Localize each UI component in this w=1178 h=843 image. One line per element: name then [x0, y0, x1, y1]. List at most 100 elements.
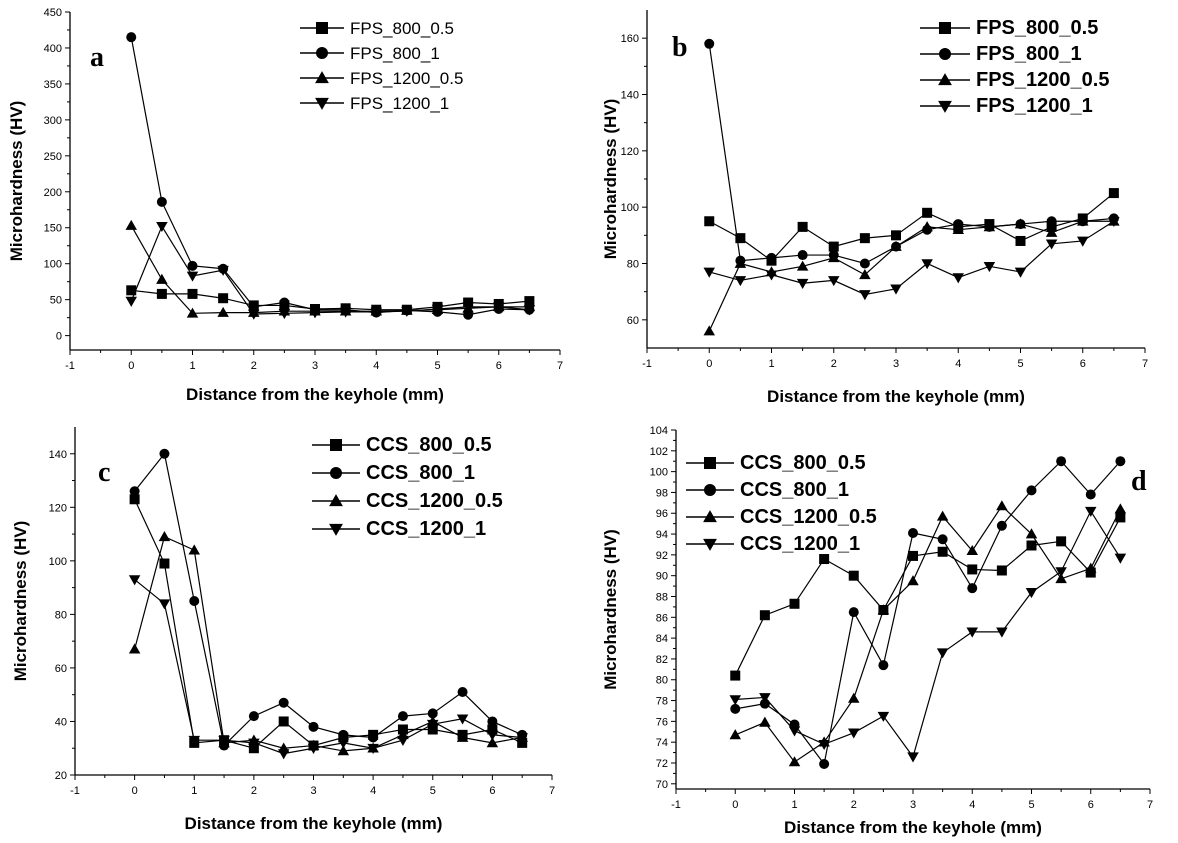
data-point-CCS_1200_1 [1085, 506, 1097, 517]
x-tick-label: -1 [671, 799, 681, 811]
legend-marker [703, 538, 717, 551]
legend-label: CCS_800_0.5 [740, 452, 866, 474]
legend-label: CCS_800_1 [366, 462, 475, 484]
data-point-CCS_1200_1 [788, 726, 801, 737]
legend-marker [938, 73, 952, 86]
x-tick-label: 2 [251, 785, 257, 797]
chart-d: -1 0 1 2 3 4 5 6 7 70 72 74 76 78 80 82 84 86 88 90 92 94 96 98… [601, 425, 1153, 837]
data-point-FPS_800_0.5 [922, 207, 933, 218]
data-point-CCS_1200_1 [818, 739, 830, 751]
y-tick-label: 96 [656, 508, 668, 520]
data-point-FPS_800_0.5 [797, 221, 808, 232]
data-point-CCS_800_0.5 [1056, 536, 1067, 547]
x-tick-label: 3 [310, 785, 316, 797]
data-point-FPS_1200_1 [217, 265, 229, 276]
x-tick-label: 4 [373, 360, 379, 372]
y-tick-label: 400 [44, 43, 62, 55]
data-point-CCS_800_1 [189, 596, 200, 606]
y-tick-label: 150 [44, 223, 62, 235]
data-point-CCS_800_1 [878, 660, 889, 671]
x-tick-label: 5 [1017, 358, 1023, 370]
legend-marker [316, 22, 328, 34]
series-line-FPS_800_1 [708, 43, 1114, 265]
data-point-CCS_1200_1 [907, 752, 919, 763]
y-axis-title: Microhardness (HV) [7, 101, 26, 262]
data-point-FPS_800_1 [156, 196, 167, 207]
data-point-FPS_1200_0.5 [1014, 218, 1027, 229]
data-point-CCS_1200_0.5 [1025, 528, 1038, 539]
y-tick-label: 72 [656, 758, 668, 770]
legend-label: FPS_800_1 [976, 43, 1082, 65]
data-point-FPS_1200_0.5 [890, 240, 902, 251]
legend-marker [704, 457, 716, 469]
x-tick-label: 0 [132, 785, 138, 797]
legend-label: CCS_1200_1 [366, 518, 486, 540]
legend-label: CCS_800_0.5 [366, 434, 492, 456]
panel-d: -1 0 1 2 3 4 5 6 7 70 72 74 76 78 80 82 84 86 88 90 92 94 96 98… [590, 415, 1178, 838]
data-point-FPS_1200_0.5 [703, 325, 715, 336]
y-tick-label: 92 [656, 550, 668, 562]
y-tick-label: 140 [49, 449, 67, 461]
data-point-FPS_800_0.5 [828, 241, 839, 252]
data-point-FPS_800_0.5 [1015, 235, 1026, 246]
x-tick-label: 1 [189, 360, 195, 372]
data-point-FPS_1200_0.5 [217, 306, 229, 317]
data-point-CCS_800_0.5 [848, 570, 859, 581]
data-point-FPS_1200_1 [734, 276, 747, 287]
data-point-CCS_1200_1 [218, 735, 230, 746]
data-point-FPS_1200_1 [1045, 239, 1058, 250]
data-point-CCS_800_0.5 [278, 716, 289, 727]
panel-letter: c [98, 457, 110, 488]
data-point-FPS_1200_0.5 [156, 273, 168, 284]
data-point-CCS_1200_1 [996, 627, 1008, 638]
data-point-CCS_800_1 [967, 583, 978, 594]
data-point-CCS_1200_1 [1025, 588, 1038, 599]
data-point-CCS_1200_1 [248, 738, 260, 749]
y-tick-label: 200 [44, 187, 62, 199]
data-point-FPS_1200_1 [370, 307, 382, 318]
data-point-CCS_800_1 [1115, 456, 1126, 467]
data-point-CCS_800_1 [819, 759, 830, 770]
series-line-FPS_800_0.5 [708, 192, 1115, 262]
x-axis-title: Distance from the keyhole (mm) [186, 385, 444, 404]
y-tick-label: 100 [650, 467, 668, 479]
data-point-FPS_1200_1 [523, 305, 536, 316]
data-point-FPS_1200_1 [952, 273, 964, 284]
data-point-FPS_800_0.5 [891, 230, 901, 241]
data-point-CCS_1200_0.5 [848, 692, 860, 703]
y-axis-title: Microhardness (HV) [601, 99, 620, 260]
legend-label: FPS_800_0.5 [350, 19, 454, 38]
series-line-CCS_1200_0.5 [735, 505, 1121, 763]
series-line-CCS_800_1 [134, 452, 523, 747]
y-tick-label: 450 [44, 7, 62, 19]
data-point-CCS_1200_1 [456, 714, 469, 725]
data-point-FPS_1200_0.5 [734, 257, 747, 268]
legend-label: FPS_1200_1 [350, 94, 449, 113]
legend-marker [939, 48, 951, 60]
data-point-FPS_800_1 [248, 301, 259, 312]
legend-marker [938, 100, 952, 113]
data-point-CCS_800_0.5 [908, 550, 918, 561]
data-point-FPS_1200_0.5 [1077, 215, 1089, 226]
data-point-FPS_1200_1 [156, 221, 168, 233]
x-axis-title: Distance from the keyhole (mm) [784, 818, 1042, 837]
data-point-FPS_800_1 [187, 260, 198, 271]
legend-marker [703, 510, 717, 523]
data-point-FPS_800_1 [704, 38, 715, 49]
y-tick-label: 120 [49, 502, 67, 514]
series-line-FPS_1200_1 [130, 224, 530, 315]
x-tick-label: 5 [1028, 799, 1034, 811]
data-point-FPS_1200_1 [125, 296, 137, 307]
panel-letter: d [1131, 466, 1147, 497]
data-point-FPS_800_0.5 [524, 296, 535, 307]
data-point-CCS_1200_1 [936, 648, 949, 659]
data-point-CCS_800_1 [937, 534, 948, 545]
data-point-CCS_1200_1 [397, 735, 409, 746]
data-point-FPS_1200_1 [1077, 236, 1089, 247]
data-point-CCS_800_1 [996, 520, 1007, 531]
chart-a: -1 0 1 2 3 4 5 6 7 0 50 100 150 200 250 300 350 400 450 Dis… [7, 7, 563, 404]
data-point-FPS_1200_1 [248, 309, 260, 320]
data-point-FPS_1200_1 [1014, 267, 1027, 278]
x-tick-label: 4 [370, 785, 376, 797]
data-point-FPS_800_1 [766, 252, 777, 263]
